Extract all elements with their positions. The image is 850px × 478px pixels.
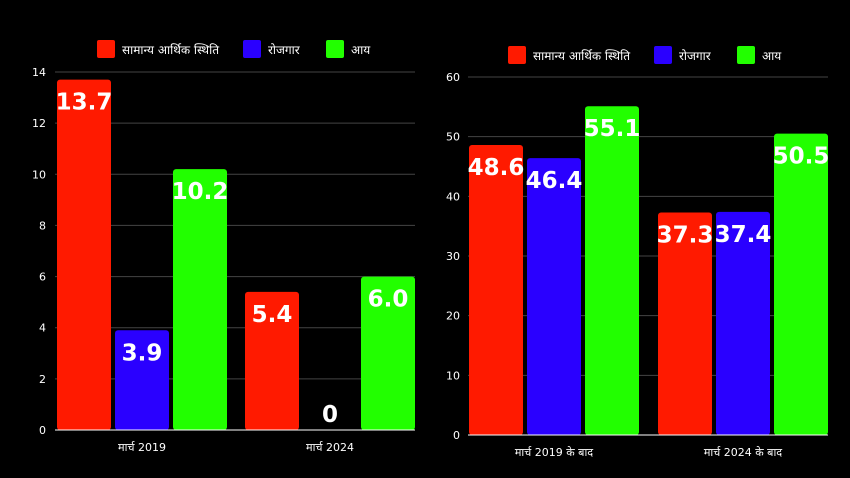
bar-value-label: 0 <box>322 402 338 428</box>
y-tick-label: 4 <box>39 322 46 335</box>
bar-value-label: 37.4 <box>715 222 772 248</box>
y-tick-label: 0 <box>453 429 460 442</box>
legend-label: आय <box>762 49 782 63</box>
bar-value-label: 55.1 <box>584 116 641 142</box>
legend-label: रोजगार <box>679 49 712 63</box>
x-category-label: मार्च 2024 के बाद <box>704 446 782 459</box>
y-tick-label: 10 <box>446 369 460 382</box>
bar-value-label: 46.4 <box>526 168 583 194</box>
bar-value-label: 6.0 <box>368 287 409 313</box>
x-category-label: मार्च 2024 <box>306 441 354 454</box>
bar-value-label: 3.9 <box>122 340 163 366</box>
bar <box>361 276 415 430</box>
legend-swatch <box>737 46 755 64</box>
bar-value-label: 48.6 <box>468 155 525 181</box>
y-tick-label: 40 <box>446 190 460 203</box>
y-tick-label: 30 <box>446 250 460 263</box>
legend-swatch <box>508 46 526 64</box>
y-tick-label: 2 <box>39 373 46 386</box>
y-tick-label: 0 <box>39 424 46 437</box>
legend-swatch <box>326 40 344 58</box>
y-tick-label: 20 <box>446 310 460 323</box>
legend-label: सामान्य आर्थिक स्थिति <box>122 43 220 57</box>
bar <box>716 211 770 435</box>
bar <box>774 133 828 435</box>
y-tick-label: 60 <box>446 71 460 84</box>
y-tick-label: 6 <box>39 271 46 284</box>
x-category-label: मार्च 2019 के बाद <box>515 446 593 459</box>
bar <box>57 79 111 431</box>
bar-value-label: 10.2 <box>172 179 229 205</box>
bar <box>173 169 227 430</box>
bar-chart-right-svg: 0 10 20 30 40 50 60 48.646.455.1 मार्च 2019 के ब… <box>446 46 830 459</box>
x-category-label: मार्च 2019 <box>118 441 166 454</box>
bar-chart-left-svg: 0 2 4 6 8 10 12 14 13.7 3.9 10.2 मार्च 2019 5.4 0 6.0 म… <box>32 40 415 454</box>
bar-chart-left: 0 2 4 6 8 10 12 14 13.7 3.9 10.2 मार्च 2019 5.4 0 6.0 म… <box>32 40 415 454</box>
legend-label: रोजगार <box>268 43 301 57</box>
y-tick-label: 8 <box>39 219 46 232</box>
bar <box>469 145 523 435</box>
bar-value-label: 5.4 <box>252 302 293 328</box>
legend-swatch <box>654 46 672 64</box>
y-tick-label: 12 <box>32 117 46 130</box>
legend-label: आय <box>351 43 371 57</box>
bar <box>585 106 639 435</box>
legend-label: सामान्य आर्थिक स्थिति <box>533 49 631 63</box>
bar <box>658 212 712 435</box>
bar <box>245 291 299 430</box>
bar-value-label: 13.7 <box>56 90 113 116</box>
bar-value-label: 50.5 <box>773 144 830 170</box>
bar-chart-right: 0 10 20 30 40 50 60 48.6 46.4 55.1 मार्च 2019 के ब… <box>430 0 850 478</box>
bar-value-label: 37.3 <box>657 222 714 248</box>
y-tick-label: 10 <box>32 168 46 181</box>
bar <box>527 158 581 435</box>
legend-swatch <box>97 40 115 58</box>
y-tick-label: 50 <box>446 131 460 144</box>
legend-swatch <box>243 40 261 58</box>
bar <box>115 330 169 430</box>
y-tick-label: 14 <box>32 66 46 79</box>
